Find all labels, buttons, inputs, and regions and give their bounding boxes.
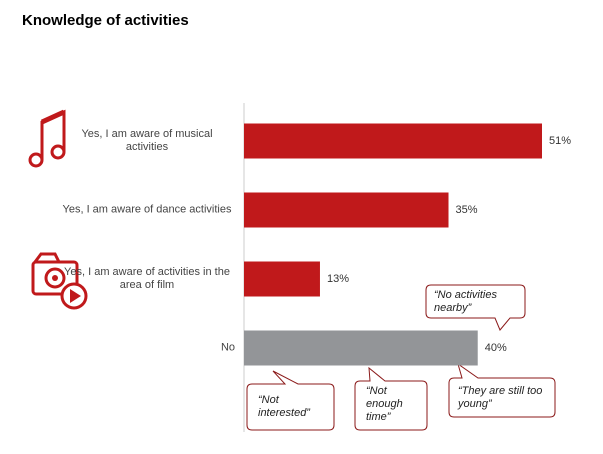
value-label: 13%	[327, 273, 349, 285]
value-label: 35%	[456, 204, 478, 216]
value-label: 51%	[549, 135, 571, 147]
callouts	[246, 284, 556, 431]
music-icon	[28, 109, 66, 168]
category-label: No	[220, 341, 235, 354]
annotation: “Not interested”	[258, 394, 310, 419]
bar	[244, 261, 320, 297]
bar	[244, 123, 542, 159]
bar	[244, 192, 449, 228]
category-label: Yes, I am aware of musical activities	[81, 128, 213, 153]
annotation: “They are still too young”	[458, 385, 543, 410]
category-label: Yes, I am aware of activities in the are…	[64, 266, 230, 291]
value-label: 40%	[485, 342, 507, 354]
annotation: “No activities nearby”	[434, 289, 497, 314]
chart-title: Knowledge of activities	[22, 12, 189, 29]
film-icon	[31, 252, 88, 310]
category-label: Yes, I am aware of dance activities	[62, 203, 232, 216]
bar	[244, 330, 478, 366]
annotation: “Not enough time”	[366, 385, 403, 423]
